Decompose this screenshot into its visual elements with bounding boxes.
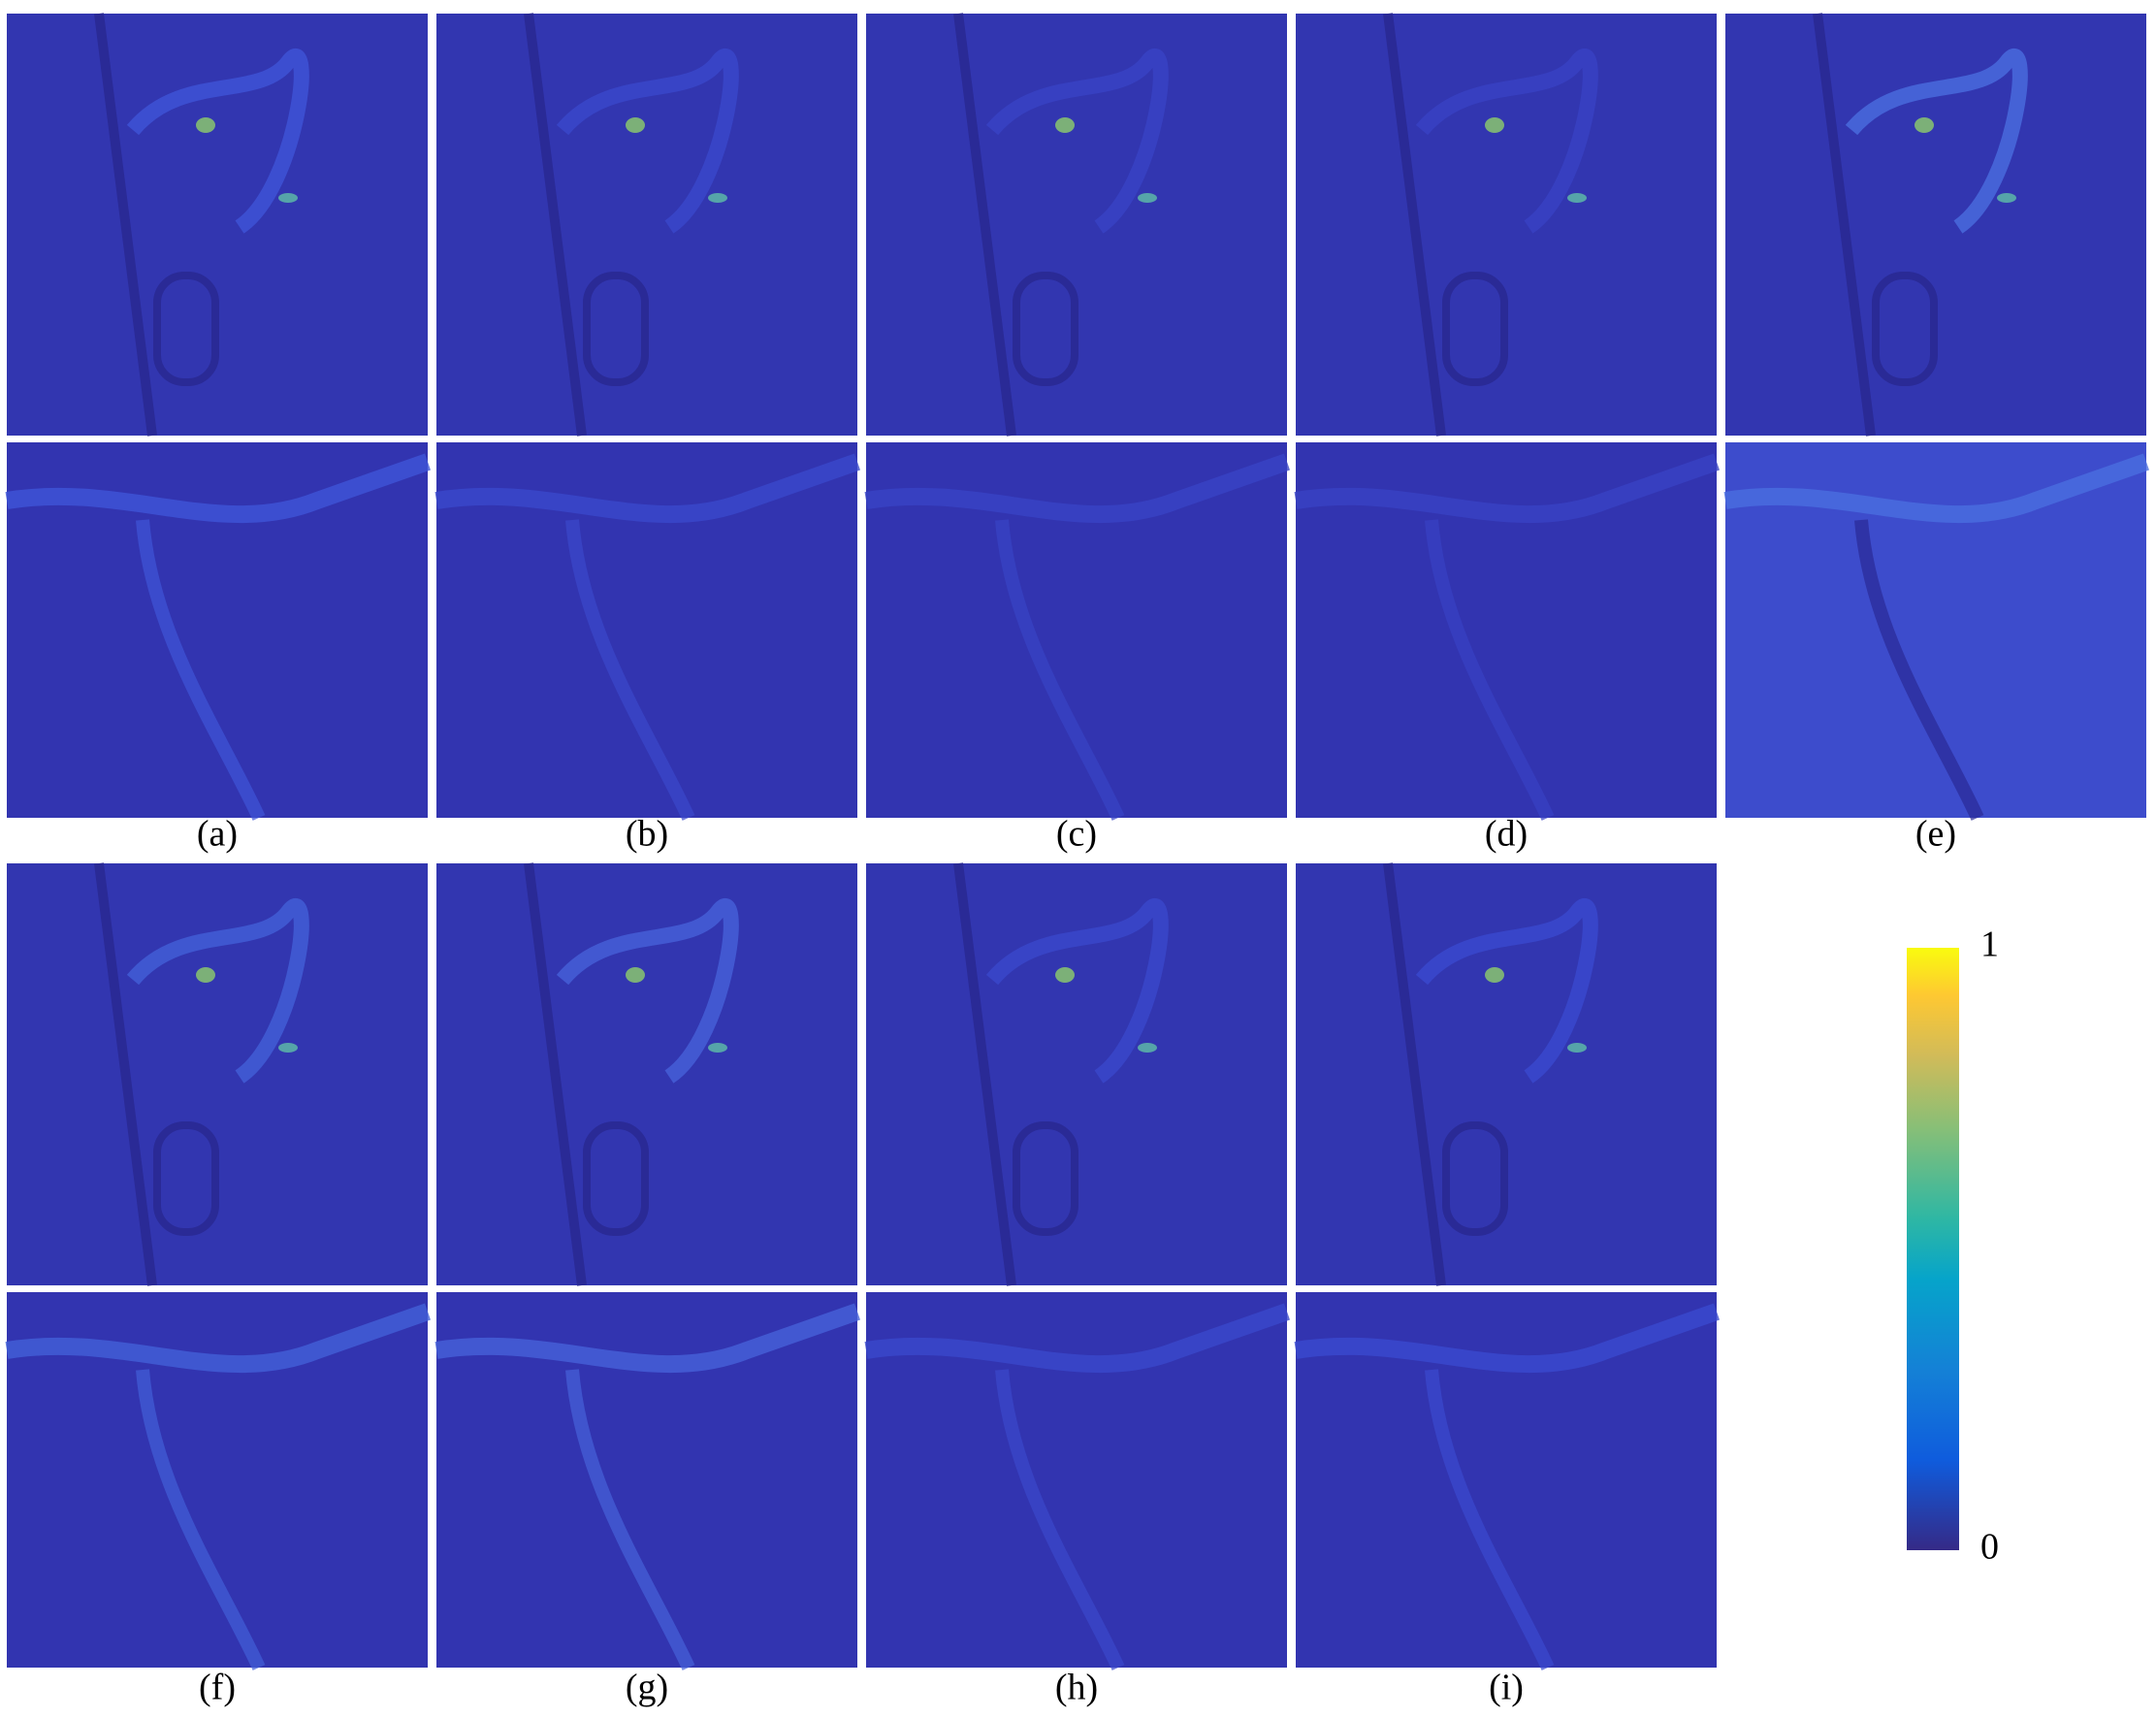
hotspot bbox=[278, 193, 298, 203]
road-feature bbox=[1383, 13, 1446, 437]
river-feature bbox=[126, 48, 309, 234]
track-feature bbox=[583, 1121, 649, 1236]
panel: (i) bbox=[1294, 862, 1720, 1708]
panel-label: (f) bbox=[199, 1668, 236, 1708]
zoom-road bbox=[565, 519, 695, 821]
track-feature bbox=[1013, 1121, 1078, 1236]
zoom-river bbox=[1294, 453, 1720, 524]
track-feature bbox=[583, 272, 649, 386]
zoom-river bbox=[1723, 453, 2149, 524]
panel: (d) bbox=[1294, 13, 1720, 855]
error-map bbox=[436, 863, 857, 1285]
hotspot bbox=[1055, 117, 1075, 133]
road-feature bbox=[524, 13, 587, 437]
error-map bbox=[7, 863, 428, 1285]
hotspot bbox=[1485, 967, 1504, 983]
hotspot bbox=[196, 967, 215, 983]
panel: (f) bbox=[5, 862, 431, 1708]
panel: (c) bbox=[864, 13, 1290, 855]
track-feature bbox=[1442, 272, 1508, 386]
hotspot bbox=[626, 967, 645, 983]
hotspot bbox=[1915, 117, 1934, 133]
panel-label: (c) bbox=[1056, 814, 1097, 855]
zoom-road bbox=[995, 1369, 1125, 1670]
track-feature bbox=[153, 272, 219, 386]
panel: (b) bbox=[434, 13, 860, 855]
river-feature bbox=[1415, 897, 1598, 1084]
zoom-road bbox=[565, 1369, 695, 1670]
hotspot bbox=[1567, 1043, 1587, 1053]
zoom-road bbox=[136, 519, 266, 821]
hotspot bbox=[278, 1043, 298, 1053]
error-map bbox=[1725, 14, 2146, 436]
zoom-river bbox=[1294, 1303, 1720, 1374]
hotspot bbox=[708, 1043, 727, 1053]
river-feature bbox=[556, 48, 739, 234]
colorbar bbox=[1907, 948, 1959, 1550]
road-feature bbox=[94, 13, 157, 437]
colorbar-tick-label: 1 bbox=[1980, 924, 1999, 965]
track-feature bbox=[1872, 272, 1938, 386]
hotspot bbox=[626, 117, 645, 133]
panel-label: (h) bbox=[1055, 1668, 1098, 1708]
panel-label: (g) bbox=[626, 1668, 668, 1708]
hotspot bbox=[196, 117, 215, 133]
panel-label: (b) bbox=[626, 814, 668, 855]
error-map bbox=[436, 14, 857, 436]
error-map bbox=[1296, 863, 1717, 1285]
zoom-road bbox=[1425, 519, 1555, 821]
zoom-river bbox=[5, 453, 431, 524]
panel-label: (i) bbox=[1489, 1668, 1524, 1708]
colorbar-tick-label: 0 bbox=[1980, 1527, 1999, 1568]
error-map bbox=[1296, 14, 1717, 436]
zoom-river bbox=[5, 1303, 431, 1374]
panel: (e) bbox=[1723, 13, 2149, 855]
panel: (h) bbox=[864, 862, 1290, 1708]
track-feature bbox=[1013, 272, 1078, 386]
panel-label: (e) bbox=[1915, 814, 1956, 855]
panel: (a) bbox=[5, 13, 431, 855]
panel: (g) bbox=[434, 862, 860, 1708]
zoom-river bbox=[434, 453, 860, 524]
zoom-road bbox=[1854, 519, 1984, 821]
road-feature bbox=[953, 13, 1016, 437]
river-feature bbox=[556, 897, 739, 1084]
hotspot bbox=[1567, 193, 1587, 203]
river-feature bbox=[1415, 48, 1598, 234]
zoom-road bbox=[136, 1369, 266, 1670]
track-feature bbox=[1442, 1121, 1508, 1236]
road-feature bbox=[524, 862, 587, 1286]
hotspot bbox=[1138, 1043, 1157, 1053]
road-feature bbox=[1813, 13, 1876, 437]
track-feature bbox=[153, 1121, 219, 1236]
hotspot bbox=[708, 193, 727, 203]
river-feature bbox=[126, 897, 309, 1084]
zoom-river bbox=[434, 1303, 860, 1374]
panel-label: (d) bbox=[1485, 814, 1528, 855]
road-feature bbox=[94, 862, 157, 1286]
hotspot bbox=[1485, 117, 1504, 133]
zoom-road bbox=[995, 519, 1125, 821]
error-map bbox=[866, 14, 1287, 436]
road-feature bbox=[1383, 862, 1446, 1286]
hotspot bbox=[1997, 193, 2016, 203]
hotspot bbox=[1055, 967, 1075, 983]
panel-label: (a) bbox=[197, 814, 238, 855]
river-feature bbox=[985, 48, 1169, 234]
zoom-road bbox=[1425, 1369, 1555, 1670]
hotspot bbox=[1138, 193, 1157, 203]
error-map bbox=[866, 863, 1287, 1285]
zoom-river bbox=[864, 1303, 1290, 1374]
error-map bbox=[7, 14, 428, 436]
road-feature bbox=[953, 862, 1016, 1286]
zoom-river bbox=[864, 453, 1290, 524]
river-feature bbox=[985, 897, 1169, 1084]
river-feature bbox=[1845, 48, 2028, 234]
